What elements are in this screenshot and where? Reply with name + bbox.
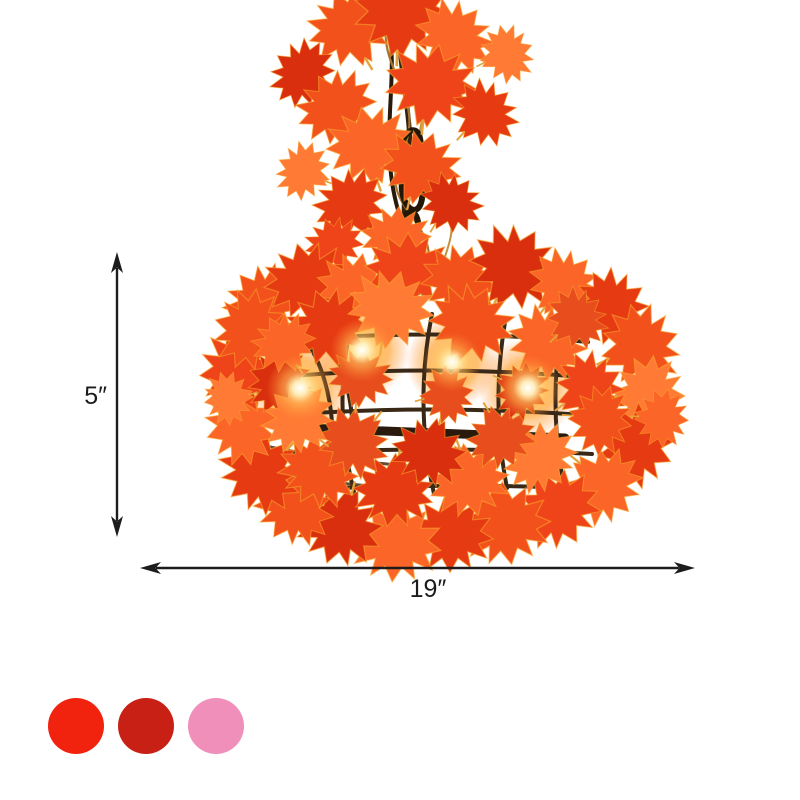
bulb-highlight [266, 318, 561, 422]
height-dimension-label: 5″ [84, 382, 107, 410]
height-dimension: 5″ [84, 252, 123, 537]
width-dimension: 19″ [140, 562, 695, 603]
color-swatch-pink[interactable] [188, 698, 244, 754]
color-swatches [48, 698, 244, 754]
color-swatch-dark-red[interactable] [118, 698, 174, 754]
color-swatch-red[interactable] [48, 698, 104, 754]
maple-leaves [192, 0, 694, 588]
width-dimension-label: 19″ [410, 575, 447, 603]
